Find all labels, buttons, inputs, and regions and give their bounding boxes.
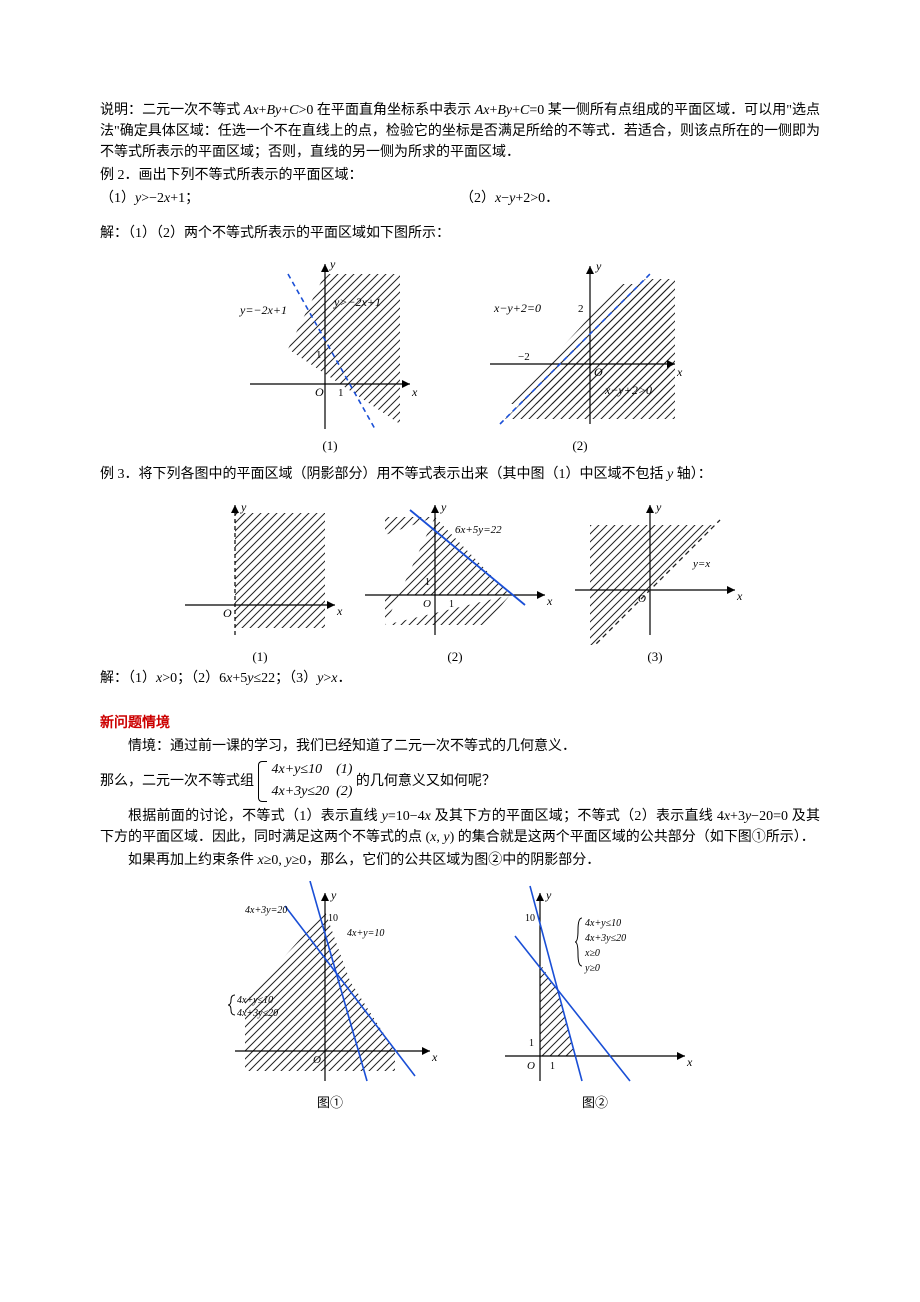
svg-text:O: O xyxy=(313,1054,321,1066)
svg-text:x−y+2=0: x−y+2=0 xyxy=(493,301,541,315)
svg-text:1: 1 xyxy=(316,349,322,361)
svg-text:x: x xyxy=(736,589,743,603)
svg-text:y=−2x+1: y=−2x+1 xyxy=(239,303,287,317)
svg-text:y≥0: y≥0 xyxy=(584,963,600,974)
svg-text:x: x xyxy=(546,594,553,608)
svg-text:−2: −2 xyxy=(518,351,530,363)
intro-paragraph: 说明：二元一次不等式 Ax+By+C>0 在平面直角坐标系中表示 Ax+By+C… xyxy=(100,100,820,163)
svg-text:1: 1 xyxy=(338,387,344,399)
svg-text:O: O xyxy=(315,385,324,399)
svg-text:O: O xyxy=(638,593,646,605)
svg-text:y>−2x+1: y>−2x+1 xyxy=(333,295,381,309)
svg-text:10: 10 xyxy=(525,913,535,924)
svg-text:6x+5y=22: 6x+5y=22 xyxy=(455,524,502,536)
svg-text:2: 2 xyxy=(578,303,584,315)
svg-text:y: y xyxy=(545,888,552,902)
system-question: 那么，二元一次不等式组 4x+y≤10 (1) 4x+3y≤20 (2) 的几何… xyxy=(100,759,820,804)
svg-text:x: x xyxy=(431,1050,438,1064)
figure-system-1-caption: 图① xyxy=(215,1093,445,1113)
figure-ex3-1-caption: (1) xyxy=(175,647,345,667)
svg-text:1: 1 xyxy=(425,577,430,588)
svg-text:1: 1 xyxy=(529,1038,534,1049)
figure-system-2: x y O 10 1 1 4x+y≤10 4x+3y≤20 x≥0 y≥0 图② xyxy=(485,881,705,1113)
svg-text:y: y xyxy=(440,500,447,514)
svg-text:y: y xyxy=(595,259,602,273)
svg-text:1: 1 xyxy=(449,599,454,610)
figure-ex3-2: x y O 1 1 6x+5y=22 (2) xyxy=(355,495,555,667)
svg-text:4x+y≤10: 4x+y≤10 xyxy=(585,918,621,929)
svg-text:y: y xyxy=(655,500,662,514)
figure-ex2-2: x y O x−y+2=0 x−y+2>0 −2 2 (2) xyxy=(470,254,690,456)
figure-ex3-3: x y O y=x (3) xyxy=(565,495,745,667)
svg-text:x≥0: x≥0 xyxy=(584,948,600,959)
svg-text:4x+y≤10: 4x+y≤10 xyxy=(237,995,273,1006)
svg-text:O: O xyxy=(594,365,603,379)
situation-intro: 情境：通过前一课的学习，我们已经知道了二元一次不等式的几何意义． xyxy=(100,736,820,757)
example-3-title: 例 3．将下列各图中的平面区域（阴影部分）用不等式表示出来（其中图（1）中区域不… xyxy=(100,464,820,485)
section-heading: 新问题情境 xyxy=(100,713,820,734)
svg-text:O: O xyxy=(527,1060,535,1072)
svg-text:O: O xyxy=(423,598,431,610)
svg-text:y: y xyxy=(330,888,337,902)
svg-text:O: O xyxy=(223,606,232,620)
svg-text:x: x xyxy=(686,1055,693,1069)
example-2-item-1: （1）y>−2x+1； xyxy=(100,188,460,209)
figure-ex3-1: x y O (1) xyxy=(175,495,345,667)
svg-text:y: y xyxy=(240,500,247,514)
example-3-solution: 解：（1）x>0；（2）6x+5y≤22；（3）y>x． xyxy=(100,668,820,689)
svg-text:1: 1 xyxy=(550,1061,555,1072)
svg-text:4x+3y≤20: 4x+3y≤20 xyxy=(585,933,626,944)
svg-text:y: y xyxy=(329,257,336,271)
svg-text:x−y+2>0: x−y+2>0 xyxy=(604,383,652,397)
example-2-item-2: （2）x−y+2>0． xyxy=(460,188,820,209)
svg-text:4x+3y≤20: 4x+3y≤20 xyxy=(237,1008,278,1019)
example-2-title: 例 2．画出下列不等式所表示的平面区域： xyxy=(100,165,820,186)
svg-text:x: x xyxy=(336,604,343,618)
figure-ex3-2-caption: (2) xyxy=(355,647,555,667)
svg-text:4x+y=10: 4x+y=10 xyxy=(347,928,384,939)
example-2-solution-intro: 解：（1）（2）两个不等式所表示的平面区域如下图所示： xyxy=(100,223,820,244)
constraint-paragraph: 如果再加上约束条件 x≥0, y≥0，那么，它们的公共区域为图②中的阴影部分． xyxy=(100,850,820,871)
svg-text:4x+3y=20: 4x+3y=20 xyxy=(245,905,287,916)
figure-ex2-1: x y O y=−2x+1 y>−2x+1 1 1 (1) xyxy=(230,254,430,456)
figure-ex2-2-caption: (2) xyxy=(470,436,690,456)
figure-system-2-caption: 图② xyxy=(485,1093,705,1113)
svg-text:y=x: y=x xyxy=(692,558,710,570)
figure-ex3-3-caption: (3) xyxy=(565,647,745,667)
svg-text:x: x xyxy=(676,365,683,379)
figure-system-1: x y O 10 4x+3y=20 4x+y=10 4x+y≤10 4x+3y≤… xyxy=(215,881,445,1113)
figure-ex2-1-caption: (1) xyxy=(230,436,430,456)
svg-text:x: x xyxy=(411,385,418,399)
svg-text:10: 10 xyxy=(328,913,338,924)
discussion-paragraph: 根据前面的讨论，不等式（1）表示直线 y=10−4x 及其下方的平面区域；不等式… xyxy=(100,806,820,848)
